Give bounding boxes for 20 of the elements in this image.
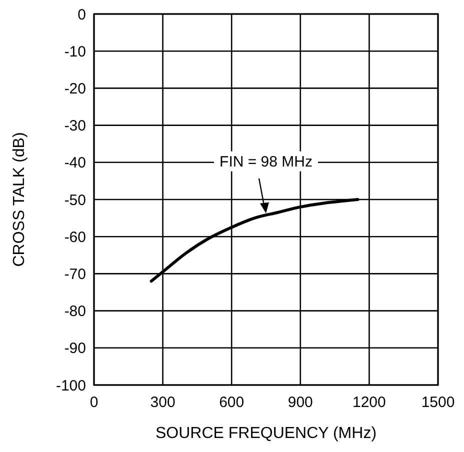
x-axis-title: SOURCE FREQUENCY (MHz) (155, 425, 377, 442)
x-tick-label: 600 (219, 394, 244, 411)
x-tick-label: 300 (150, 394, 176, 411)
y-tick-label: -100 (56, 377, 86, 394)
y-tick-label: -70 (64, 266, 86, 283)
x-tick-label: 0 (90, 394, 98, 411)
y-tick-label: -50 (64, 192, 86, 209)
y-tick-label: -10 (64, 43, 86, 60)
y-tick-label: -20 (64, 80, 86, 98)
y-tick-label: -90 (64, 340, 86, 358)
y-tick-label: -80 (64, 303, 86, 320)
y-tick-label: -30 (64, 118, 86, 135)
x-tick-label: 1200 (352, 394, 386, 411)
y-axis-title: CROSS TALK (dB) (11, 132, 28, 267)
annotation: FIN = 98 MHz (220, 154, 312, 171)
y-tick-label: -40 (64, 154, 86, 172)
y-tick-label: -60 (64, 228, 86, 246)
x-tick-label: 1500 (421, 394, 455, 411)
y-tick-label: 0 (78, 6, 86, 24)
x-tick-label: 900 (288, 394, 313, 411)
